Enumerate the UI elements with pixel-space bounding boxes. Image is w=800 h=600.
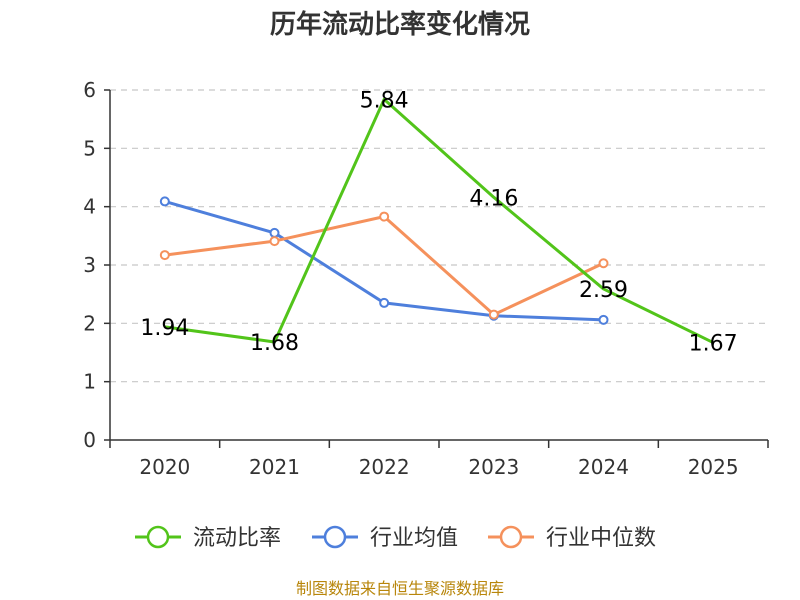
y-tick-label: 0 [83, 428, 96, 452]
x-tick-label: 2025 [688, 455, 739, 479]
grid-lines [110, 89, 768, 383]
y-tick-label: 3 [83, 253, 96, 277]
data-label: 1.68 [250, 331, 299, 356]
y-tick-label: 4 [83, 195, 96, 219]
data-point [598, 314, 609, 325]
data-label: 4.16 [469, 186, 518, 211]
legend-marker [499, 525, 523, 549]
legend-label: 行业均值 [370, 526, 458, 551]
y-tick-label: 6 [83, 78, 96, 102]
legend-item[interactable]: 行业中位数 [488, 525, 656, 551]
source-note: 制图数据来自恒生聚源数据库 [296, 579, 504, 598]
x-tick-label: 2023 [468, 455, 519, 479]
data-point [598, 258, 609, 269]
x-tick-label: 2024 [578, 455, 629, 479]
data-point [269, 236, 280, 247]
legend-label: 流动比率 [193, 526, 281, 551]
data-label: 1.67 [689, 332, 738, 357]
data-point [488, 309, 499, 320]
legend-marker [323, 525, 347, 549]
data-point [159, 250, 170, 261]
data-labels: 1.94 1.68 5.84 4.16 2.59 1.67 [140, 88, 737, 356]
y-tick-label: 5 [83, 136, 96, 160]
y-tick-label: 1 [83, 370, 96, 394]
legend-item[interactable]: 行业均值 [312, 525, 458, 551]
axes: 0 1 2 3 4 5 6 2020 2021 2022 2023 2024 2025 [83, 78, 769, 479]
series-layer [159, 97, 714, 344]
x-tick-label: 2022 [359, 455, 410, 479]
data-point [159, 196, 170, 207]
legend[interactable]: 流动比率 行业均值 行业中位数 [135, 525, 656, 551]
legend-label: 行业中位数 [546, 526, 656, 551]
chart-title: 历年流动比率变化情况 [270, 9, 530, 40]
data-point [379, 297, 390, 308]
data-label: 1.94 [140, 316, 189, 341]
x-tick-label: 2020 [139, 455, 190, 479]
data-label: 2.59 [579, 278, 628, 303]
legend-item[interactable]: 流动比率 [135, 525, 281, 551]
y-tick-label: 2 [83, 311, 96, 335]
data-point [269, 227, 280, 238]
data-label: 5.84 [360, 88, 409, 113]
x-tick-label: 2021 [249, 455, 300, 479]
series-line-0 [164, 97, 714, 344]
legend-marker [146, 525, 170, 549]
data-point [379, 211, 390, 222]
